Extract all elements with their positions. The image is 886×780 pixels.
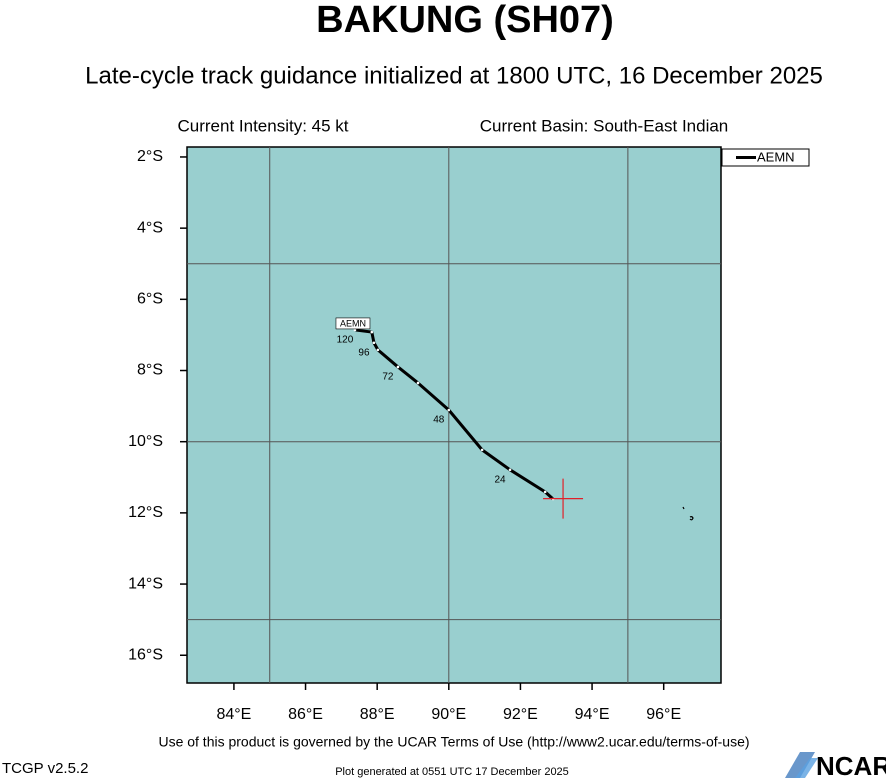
logo-mark <box>795 758 818 778</box>
x-tick-label: 92°E <box>503 706 538 723</box>
x-tick-label: 86°E <box>288 706 323 723</box>
point-label: 72 <box>382 372 394 383</box>
x-tick-label: 84°E <box>216 706 251 723</box>
point-label: 120 <box>337 335 354 346</box>
y-tick-label: 12°S <box>128 504 163 521</box>
y-tick-label: 10°S <box>128 433 163 450</box>
track-point <box>543 490 547 494</box>
track-point <box>447 408 451 412</box>
logo-text: NCAR <box>816 751 886 780</box>
logo-mark <box>785 752 815 778</box>
point-label: 96 <box>358 347 370 358</box>
plot-layer: 24 48 72 96 120 AEMN <box>187 147 721 683</box>
x-tick-label: 90°E <box>431 706 466 723</box>
islands <box>682 506 694 521</box>
track-point <box>396 365 400 369</box>
logo: NCAR <box>785 751 886 780</box>
track-point <box>353 328 357 332</box>
y-tick-label: 16°S <box>128 646 163 663</box>
generated: Plot generated at 0551 UTC 17 December 2… <box>335 766 569 778</box>
point-label: 48 <box>433 415 445 426</box>
x-tick-label: 88°E <box>360 706 395 723</box>
track-point <box>416 381 420 385</box>
track-name-box <box>335 317 371 330</box>
info-basin: Current Basin: South-East Indian <box>480 116 729 135</box>
y-tick-label: 8°S <box>137 362 163 379</box>
current-position <box>543 478 584 519</box>
track-point <box>508 468 512 472</box>
point-label: 24 <box>494 474 506 485</box>
x-tick-label: 96°E <box>646 706 681 723</box>
legend-label: AEMN <box>757 149 795 164</box>
chart-title: BAKUNG (SH07) <box>316 0 614 41</box>
y-tick-label: 6°S <box>137 291 163 308</box>
legend-box <box>721 148 810 167</box>
y-tick-label: 2°S <box>137 148 163 165</box>
info-intensity: Current Intensity: 45 kt <box>177 116 348 135</box>
track-point <box>370 330 374 334</box>
track-point <box>376 348 380 352</box>
track-point <box>480 448 484 452</box>
track-name: AEMN <box>340 318 366 328</box>
y-tick-label: 4°S <box>137 219 163 236</box>
version: TCGP v2.5.2 <box>2 760 88 777</box>
chart-subtitle: Late-cycle track guidance initialized at… <box>85 62 823 89</box>
y-tick-label: 14°S <box>128 575 163 592</box>
track-point <box>372 341 376 345</box>
footer: Use of this product is governed by the U… <box>158 734 749 750</box>
x-tick-label: 94°E <box>575 706 610 723</box>
